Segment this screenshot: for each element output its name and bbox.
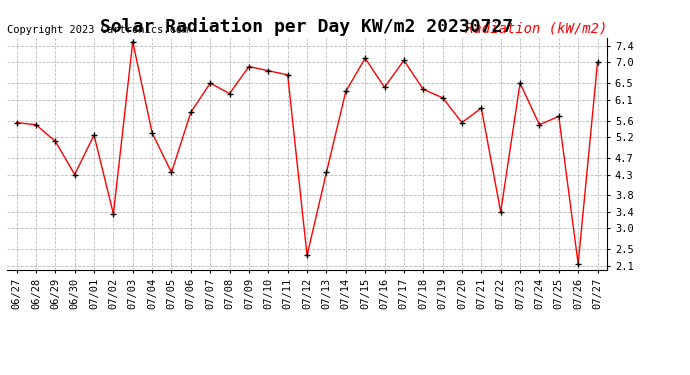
Text: Copyright 2023 Cartronics.com: Copyright 2023 Cartronics.com xyxy=(7,25,188,35)
Text: Radiation (kW/m2): Radiation (kW/m2) xyxy=(465,21,607,35)
Title: Solar Radiation per Day KW/m2 20230727: Solar Radiation per Day KW/m2 20230727 xyxy=(101,17,513,36)
